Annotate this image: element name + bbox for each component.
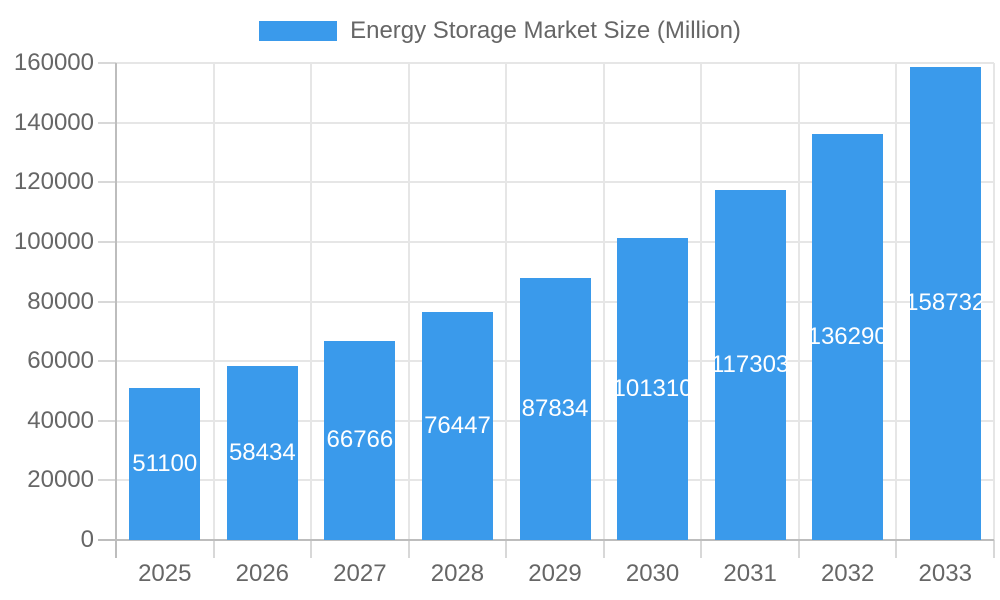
bar-2027[interactable] — [324, 340, 396, 540]
y-axis-tick-mark — [98, 419, 116, 422]
gridline-vertical — [505, 63, 508, 540]
y-axis-tick-mark — [98, 300, 116, 303]
gridline-vertical — [993, 63, 995, 540]
chart-legend: Energy Storage Market Size (Million) — [0, 17, 1000, 45]
x-axis-tick-label: 2032 — [820, 560, 875, 587]
legend-swatch — [259, 21, 338, 41]
bar-value-label: 117303 — [710, 351, 790, 379]
bar-value-label: 136290 — [807, 322, 888, 350]
bar-value-label: 51100 — [132, 449, 198, 477]
legend-item-energy-storage[interactable]: Energy Storage Market Size (Million) — [259, 17, 741, 45]
x-axis-tick-label: 2026 — [235, 560, 290, 587]
y-axis-tick-mark — [98, 539, 116, 541]
gridline-vertical — [700, 63, 703, 540]
x-axis-tick-label: 2029 — [528, 560, 582, 587]
x-axis-line — [116, 539, 994, 541]
x-axis-tick-mark — [115, 540, 117, 558]
y-axis-tick-label: 140000 — [13, 108, 94, 136]
y-axis-line — [115, 63, 117, 540]
gridline-vertical — [310, 63, 313, 540]
x-axis-tick-mark — [505, 540, 508, 558]
bar-2031[interactable] — [714, 190, 786, 540]
y-axis-tick-label: 100000 — [13, 227, 94, 255]
bar-2028[interactable] — [421, 312, 493, 540]
bar-value-label: 58434 — [228, 438, 296, 466]
y-axis-tick-mark — [98, 181, 116, 184]
bar-2029[interactable] — [519, 278, 591, 540]
y-axis-tick-label: 40000 — [27, 406, 94, 434]
bar-2033[interactable] — [909, 66, 981, 540]
bar-value-label: 76447 — [424, 412, 491, 440]
x-axis-tick-mark — [602, 540, 605, 558]
gridline-horizontal — [116, 240, 994, 243]
x-axis-tick-mark — [797, 540, 800, 558]
x-axis-tick-mark — [212, 540, 215, 558]
y-axis-tick-label: 0 — [80, 526, 94, 553]
gridline-vertical — [407, 63, 410, 540]
gridline-vertical — [602, 63, 605, 540]
y-axis-tick-mark — [98, 62, 116, 64]
x-axis-tick-label: 2030 — [625, 560, 680, 587]
y-axis-tick-label: 60000 — [27, 347, 94, 375]
x-axis-tick-mark — [993, 540, 995, 558]
x-axis-tick-mark — [310, 540, 313, 558]
bar-2025[interactable] — [129, 387, 201, 540]
gridline-vertical — [895, 63, 898, 540]
x-axis-tick-label: 2033 — [918, 560, 972, 587]
gridline-horizontal — [116, 181, 994, 184]
gridline-vertical — [212, 63, 215, 540]
y-axis-tick-mark — [98, 240, 116, 243]
bar-value-label: 66766 — [326, 426, 394, 454]
gridline-horizontal — [116, 62, 994, 64]
gridline-horizontal — [116, 121, 994, 124]
x-axis-tick-label: 2025 — [138, 560, 192, 587]
x-axis-tick-mark — [407, 540, 410, 558]
x-axis-tick-label: 2027 — [333, 560, 387, 587]
legend-label: Energy Storage Market Size (Million) — [350, 17, 741, 44]
x-axis-tick-label: 2028 — [430, 560, 485, 587]
bar-value-label: 87834 — [521, 395, 589, 423]
x-axis-tick-mark — [895, 540, 898, 558]
bar-value-label: 101310 — [612, 374, 693, 402]
y-axis-tick-mark — [98, 360, 116, 363]
x-axis-tick-mark — [700, 540, 703, 558]
x-axis-tick-label: 2031 — [723, 560, 777, 587]
bar-2032[interactable] — [812, 133, 884, 540]
y-axis-tick-label: 160000 — [13, 49, 94, 76]
y-axis-tick-label: 120000 — [13, 168, 94, 196]
bar-2030[interactable] — [617, 237, 689, 540]
bar-value-label: 158732 — [905, 289, 986, 317]
y-axis-tick-label: 80000 — [27, 287, 94, 315]
bar-2026[interactable] — [226, 365, 298, 540]
y-axis-tick-mark — [98, 121, 116, 124]
gridline-vertical — [797, 63, 800, 540]
y-axis-tick-mark — [98, 479, 116, 482]
y-axis-tick-label: 20000 — [27, 466, 94, 494]
